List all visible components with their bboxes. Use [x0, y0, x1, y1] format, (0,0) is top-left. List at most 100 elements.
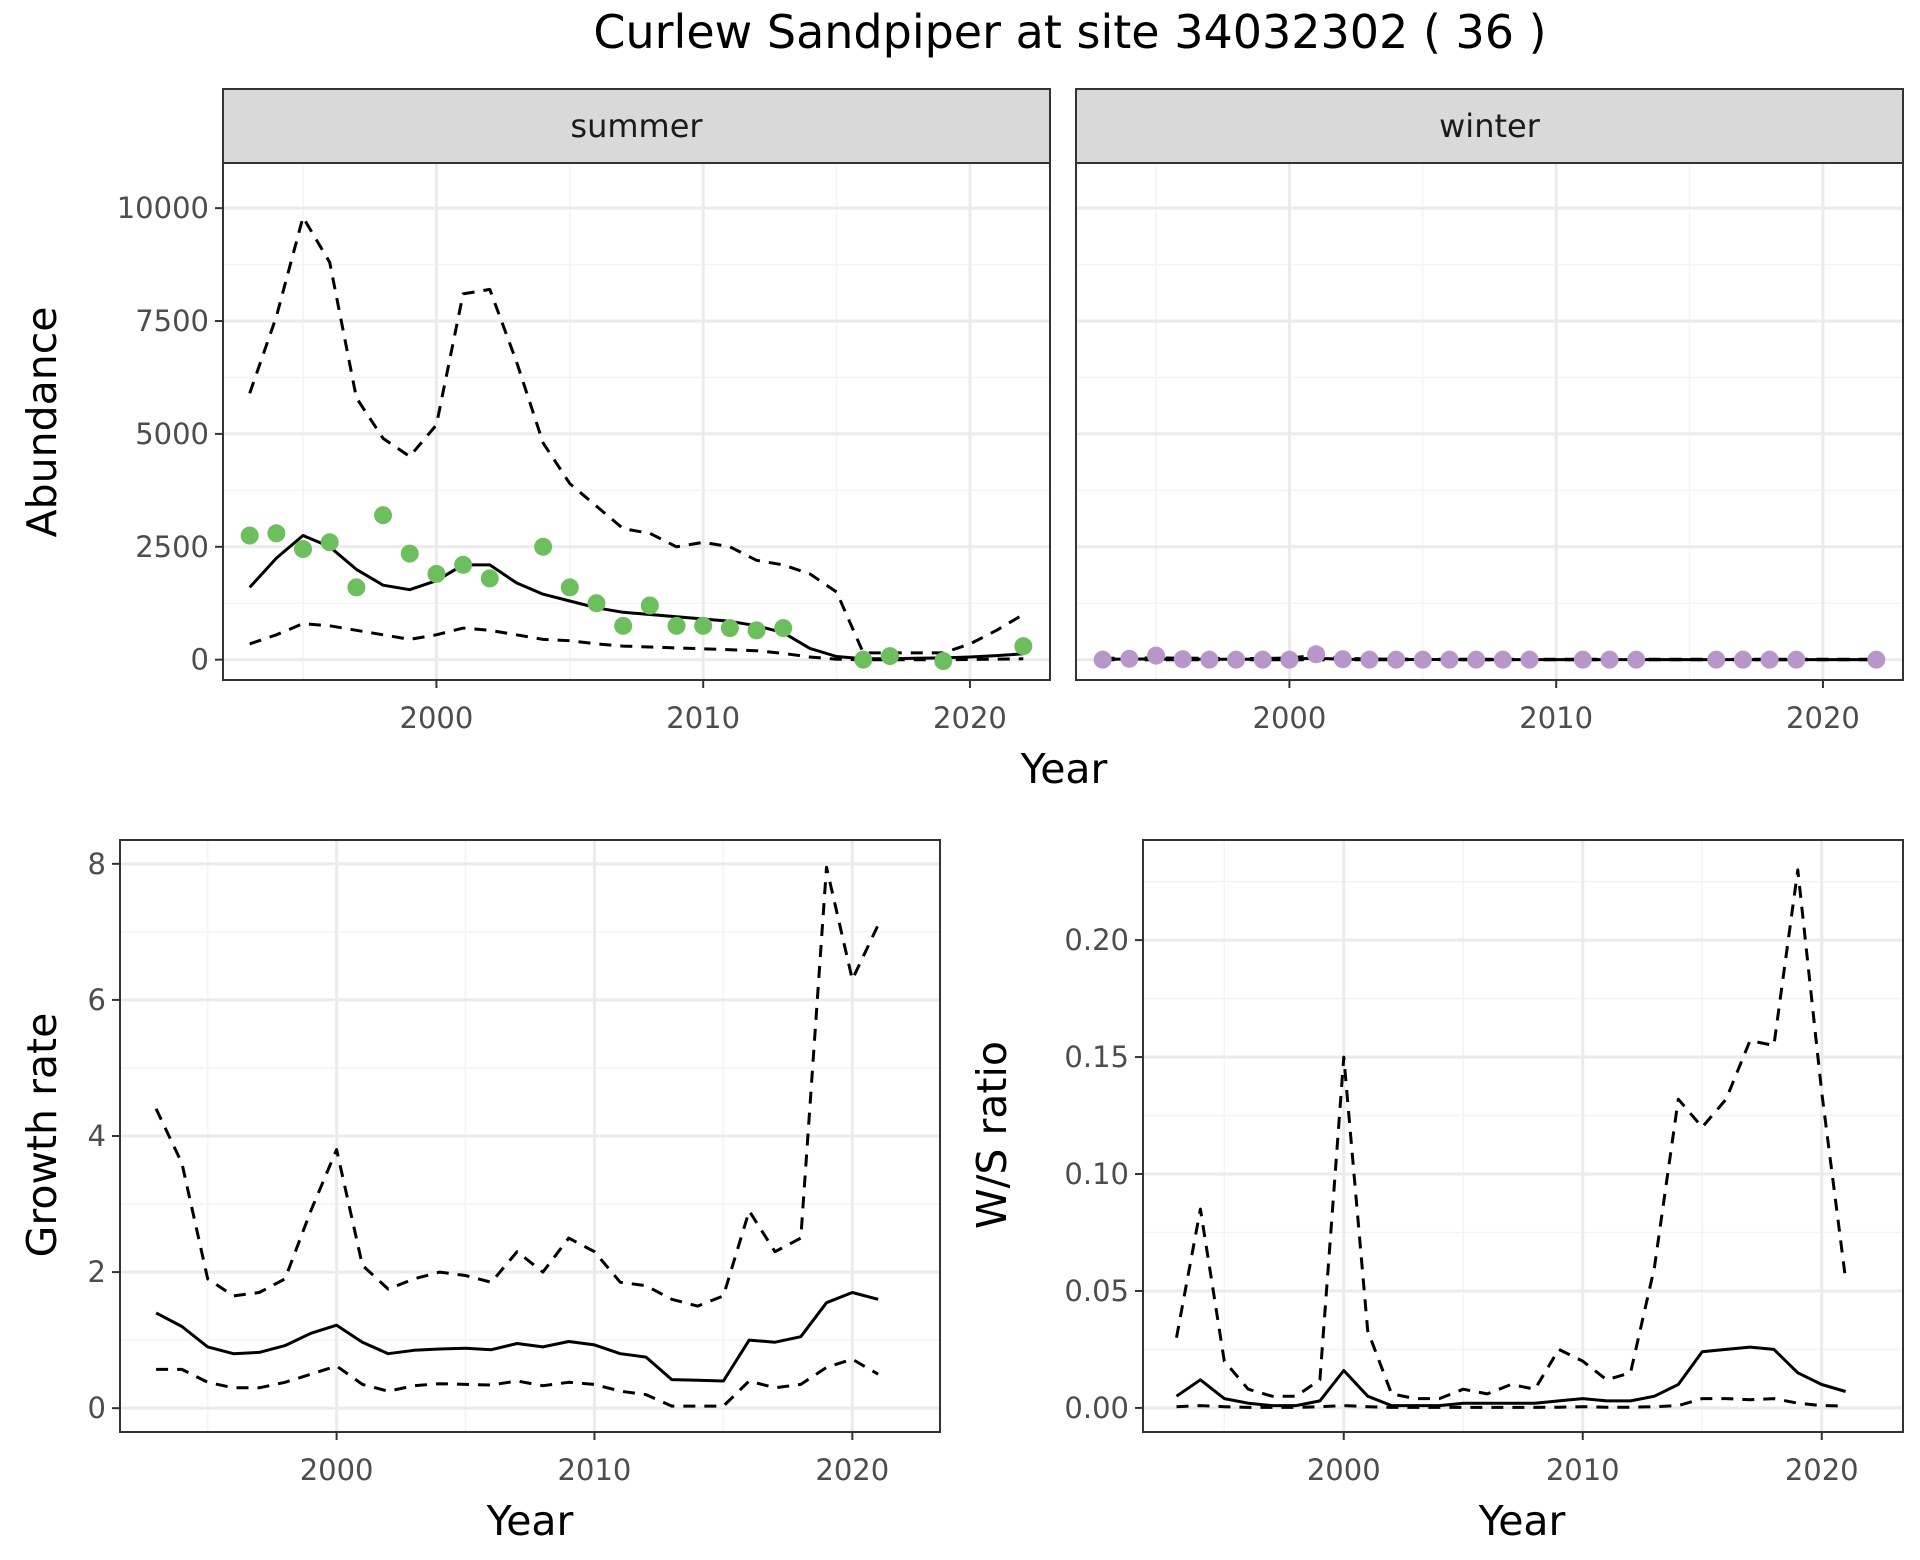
data-point	[560, 578, 579, 597]
x-tick-label: 2000	[300, 1453, 374, 1487]
data-point	[427, 564, 446, 583]
x-tick-label: 2000	[1253, 701, 1327, 735]
series-line-lower	[1176, 1397, 1846, 1409]
panel-border	[1142, 839, 1904, 1433]
data-point	[880, 647, 899, 666]
data-point	[720, 619, 739, 638]
data-point	[1387, 650, 1406, 669]
series-group-winter	[1093, 645, 1886, 669]
data-point	[1787, 650, 1806, 669]
data-point	[1760, 650, 1779, 669]
y-tick-label: 0.15	[1064, 1040, 1129, 1074]
y-tick-label: 0.20	[1064, 923, 1129, 957]
x-tick-label: 2000	[1307, 1453, 1381, 1487]
strip-summer-background	[222, 88, 1051, 164]
strip-label-winter: winter	[1439, 107, 1541, 145]
panel-border	[1075, 162, 1904, 681]
data-point	[1867, 650, 1886, 669]
y-tick-label: 0.00	[1064, 1391, 1129, 1425]
panel-winter: winter 2000 2010 2020	[1075, 88, 1904, 735]
strip-label-summer: summer	[570, 107, 703, 145]
data-point	[1360, 650, 1379, 669]
data-point	[374, 506, 393, 525]
y-tick-label: 7500	[135, 304, 209, 338]
data-point	[320, 533, 339, 552]
data-point	[1733, 650, 1752, 669]
data-point	[1014, 637, 1033, 656]
data-point	[1147, 646, 1166, 665]
data-point	[854, 650, 873, 669]
data-point	[1307, 645, 1326, 664]
abundance-y-axis-title: Abundance	[18, 307, 66, 538]
y-tick-label: 2	[88, 1255, 106, 1289]
x-tick-label: 2010	[666, 701, 740, 735]
plot-area-ws-ratio: 2000 2010 2020 0.00 0.05 0.10 0.15 0.20	[1064, 839, 1904, 1487]
abundance-x-axis-title: Year	[1020, 745, 1108, 793]
y-tick-label: 4	[88, 1119, 106, 1153]
data-point	[1627, 650, 1646, 669]
series-group-ratio	[1175, 868, 1848, 1409]
data-point	[480, 569, 499, 588]
data-point	[587, 594, 606, 613]
ratio-x-axis-title: Year	[1478, 1497, 1566, 1545]
data-point	[694, 616, 713, 635]
y-tick-label: 0.05	[1064, 1274, 1129, 1308]
data-point	[747, 621, 766, 640]
y-tick-label: 0.10	[1064, 1157, 1129, 1191]
panel-border	[222, 162, 1051, 681]
y-tick-label: 0	[88, 1391, 106, 1425]
data-point	[1120, 649, 1139, 668]
series-line-lower	[156, 1357, 879, 1408]
data-point	[774, 619, 793, 638]
data-point	[1573, 650, 1592, 669]
series-line-upper	[154, 865, 880, 1308]
data-point	[1707, 650, 1726, 669]
x-tick-label: 2020	[933, 701, 1007, 735]
x-tick-label: 2010	[1546, 1453, 1620, 1487]
panel-growth-rate: 2000 2010 2020 0 2 4 6 8 Year Growth rate	[18, 839, 941, 1545]
figure-title: Curlew Sandpiper at site 34032302 ( 36 )	[593, 5, 1546, 59]
y-tick-label: 5000	[135, 417, 209, 451]
data-point	[1093, 650, 1112, 669]
data-point	[454, 555, 473, 574]
growth-x-axis-title: Year	[486, 1497, 574, 1545]
data-point	[1493, 650, 1512, 669]
strip-winter-background	[1075, 88, 1904, 164]
ratio-y-axis-title: W/S ratio	[968, 1041, 1016, 1229]
series-line-estimate	[1175, 1345, 1847, 1408]
data-point	[534, 537, 553, 556]
data-point	[1413, 650, 1432, 669]
plot-area-winter: 2000 2010 2020	[1075, 162, 1904, 735]
data-point	[640, 596, 659, 615]
growth-y-axis-title: Growth rate	[18, 1013, 66, 1258]
data-point	[614, 616, 633, 635]
x-tick-label: 2020	[1786, 701, 1860, 735]
panel-summer: summer 2000 2010 2020 0 2500 5000 7500 10000	[117, 88, 1051, 735]
y-tick-label: 0	[191, 643, 209, 677]
y-tick-label: 2500	[135, 530, 209, 564]
data-point	[1227, 650, 1246, 669]
x-tick-label: 2010	[1519, 701, 1593, 735]
data-point	[1253, 650, 1272, 669]
x-tick-label: 2010	[558, 1453, 632, 1487]
plot-area-summer: 2000 2010 2020 0 2500 5000 7500 10000	[117, 162, 1051, 735]
data-point	[347, 578, 366, 597]
data-point	[934, 652, 953, 671]
data-point	[1333, 650, 1352, 669]
y-tick-label: 6	[88, 983, 106, 1017]
data-point	[294, 540, 313, 559]
plot-area-growth-rate: 2000 2010 2020 0 2 4 6 8	[88, 839, 941, 1487]
x-tick-label: 2020	[815, 1453, 889, 1487]
data-point	[1280, 650, 1299, 669]
data-point	[1600, 650, 1619, 669]
series-line-upper	[1175, 868, 1848, 1401]
data-point	[400, 544, 419, 563]
data-point	[1200, 650, 1219, 669]
x-tick-label: 2000	[400, 701, 474, 735]
y-tick-label: 10000	[117, 191, 209, 225]
data-point	[1440, 650, 1459, 669]
data-point	[667, 616, 686, 635]
series-group-summer	[240, 215, 1033, 671]
series-line-estimate	[155, 1291, 879, 1383]
